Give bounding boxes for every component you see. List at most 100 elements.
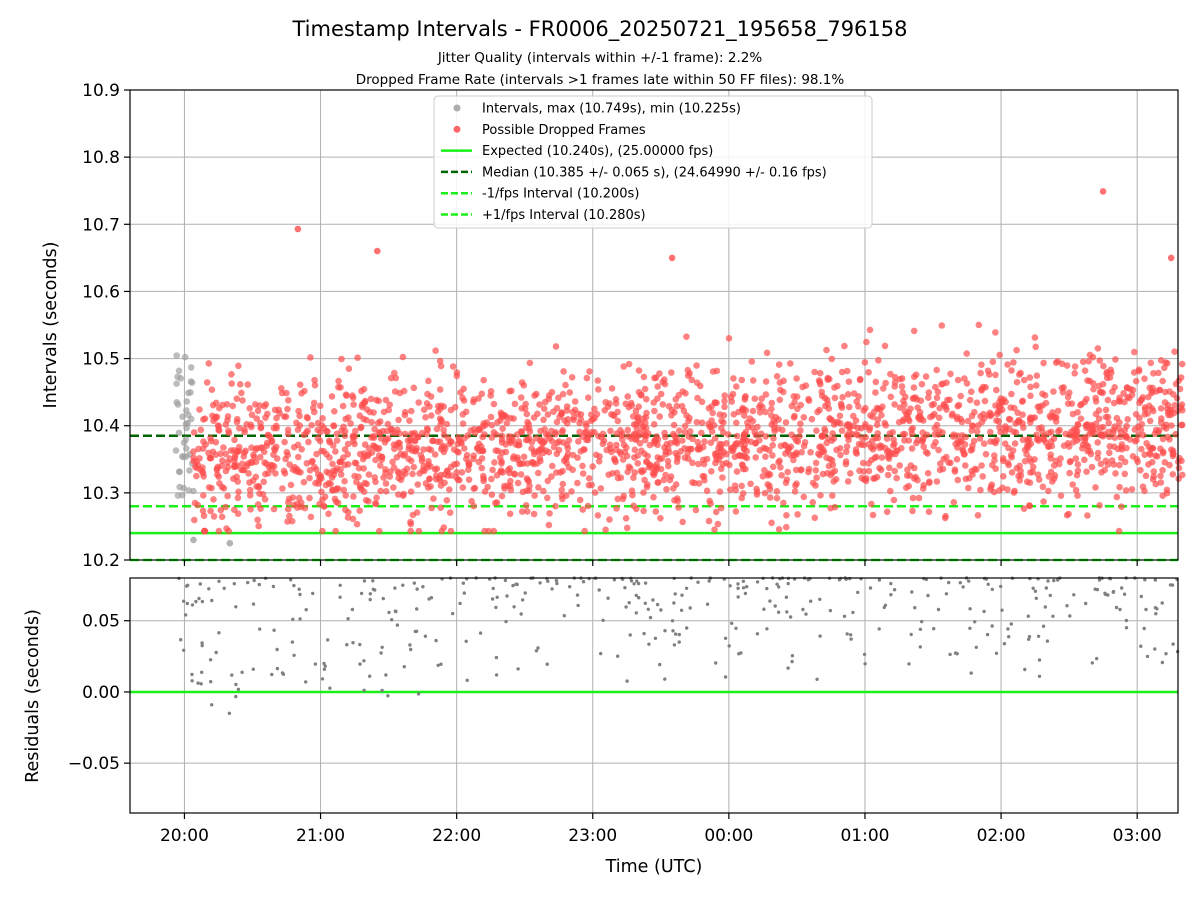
residual-point bbox=[745, 585, 749, 589]
residual-point bbox=[973, 620, 977, 624]
dropped-frame-point bbox=[307, 513, 315, 521]
residual-point bbox=[179, 638, 183, 642]
dropped-frame-point bbox=[526, 482, 533, 490]
dropped-frame-point bbox=[1035, 435, 1042, 443]
dropped-frame-point bbox=[817, 443, 825, 450]
dropped-frame-point bbox=[391, 388, 399, 395]
chart-title: Timestamp Intervals - FR0006_20250721_19… bbox=[291, 17, 907, 42]
dropped-frame-point bbox=[574, 479, 581, 487]
dropped-frame-point bbox=[344, 451, 352, 458]
dropped-frame-point bbox=[624, 393, 631, 400]
dropped-frame-point bbox=[490, 400, 498, 408]
dropped-frame-point bbox=[978, 418, 986, 426]
dropped-frame-point bbox=[1039, 483, 1047, 491]
dropped-frame-point bbox=[766, 494, 774, 501]
residual-point bbox=[555, 581, 559, 586]
dropped-frame-point bbox=[920, 481, 927, 489]
dropped-frame-point bbox=[797, 427, 804, 434]
dropped-frame-point bbox=[468, 497, 475, 505]
dropped-frame-point bbox=[190, 429, 198, 436]
residual-point bbox=[696, 580, 700, 584]
dropped-frame-point bbox=[208, 484, 215, 492]
dropped-frame-point bbox=[256, 490, 263, 497]
dropped-frame-point bbox=[553, 418, 561, 426]
dropped-frame-point bbox=[1150, 370, 1157, 377]
residual-point bbox=[504, 619, 508, 624]
residual-point bbox=[415, 587, 419, 591]
residual-point bbox=[194, 599, 198, 604]
residual-point bbox=[358, 662, 362, 666]
dropped-frame-point bbox=[407, 518, 414, 526]
dropped-frame-point bbox=[1159, 492, 1166, 500]
dropped-frame-point bbox=[225, 429, 233, 437]
dropped-frame-point bbox=[488, 475, 495, 483]
intervals-x-ticks bbox=[183, 560, 1138, 566]
dropped-frame-point bbox=[360, 385, 368, 393]
dropped-frame-point bbox=[775, 526, 783, 533]
dropped-frame-point bbox=[576, 428, 583, 436]
dropped-frame-point bbox=[431, 451, 439, 458]
dropped-frame-point bbox=[1045, 473, 1053, 480]
residual-point bbox=[643, 601, 647, 605]
residual-point bbox=[765, 586, 769, 591]
dropped-frame-point bbox=[268, 438, 275, 446]
dropped-frame-point bbox=[497, 417, 504, 424]
dropped-frame-point bbox=[319, 496, 326, 504]
residual-point bbox=[1084, 601, 1088, 606]
dropped-frame-point bbox=[689, 459, 696, 467]
dropped-frame-point bbox=[937, 460, 944, 468]
dropped-frame-point bbox=[1137, 397, 1144, 404]
dropped-frame-point bbox=[780, 377, 787, 385]
dropped-frame-point bbox=[229, 402, 237, 410]
dropped-frame-point bbox=[985, 412, 992, 419]
dropped-frame-point bbox=[200, 438, 207, 445]
dropped-frame-point bbox=[257, 424, 265, 432]
dropped-frame-point bbox=[1072, 431, 1079, 439]
residual-point bbox=[974, 645, 978, 649]
legend-marker bbox=[453, 104, 461, 112]
dropped-frame-point bbox=[1132, 411, 1140, 418]
dropped-frame-point bbox=[395, 416, 402, 424]
residual-point bbox=[1120, 586, 1124, 590]
dropped-frame-point bbox=[436, 357, 444, 365]
dropped-frame-point bbox=[1077, 401, 1084, 409]
dropped-frame-point bbox=[352, 427, 359, 435]
residual-point bbox=[1036, 634, 1041, 638]
dropped-frame-point bbox=[1110, 399, 1118, 407]
dropped-frame-point bbox=[694, 394, 701, 402]
dropped-frame-point bbox=[273, 422, 280, 430]
dropped-frame-point bbox=[891, 467, 899, 475]
dropped-frame-point bbox=[559, 495, 566, 503]
dropped-frame-point bbox=[1092, 484, 1099, 491]
dropped-frame-point bbox=[446, 486, 453, 493]
dropped-frame-point bbox=[1164, 405, 1171, 413]
dropped-frame-point bbox=[552, 502, 559, 510]
dropped-frame-point bbox=[616, 448, 624, 456]
residual-point bbox=[775, 582, 779, 586]
dropped-frame-point bbox=[749, 417, 757, 425]
dropped-frame-point bbox=[1042, 399, 1050, 407]
dropped-frame-point bbox=[320, 502, 328, 510]
dropped-frame-point bbox=[605, 471, 612, 479]
residual-point bbox=[1153, 647, 1157, 651]
dropped-frame-point bbox=[823, 454, 830, 462]
dropped-frame-point bbox=[1054, 407, 1062, 415]
dropped-frame-point bbox=[644, 452, 651, 460]
dropped-frame-point bbox=[271, 447, 279, 454]
residual-point bbox=[755, 632, 760, 636]
dropped-frame-point bbox=[576, 419, 583, 427]
residual-point bbox=[918, 645, 922, 649]
dropped-frame-point bbox=[475, 395, 482, 402]
residual-point bbox=[762, 607, 766, 611]
dropped-frame-point bbox=[640, 489, 647, 496]
dropped-frame-point bbox=[749, 377, 757, 384]
dropped-frame-point bbox=[338, 355, 345, 363]
dropped-frame-point bbox=[558, 486, 565, 494]
dropped-frame-point bbox=[460, 385, 468, 393]
dropped-frame-point bbox=[827, 471, 835, 479]
residual-point bbox=[401, 583, 405, 587]
dropped-frame-point bbox=[836, 445, 844, 452]
dropped-frame-point bbox=[711, 526, 718, 533]
residual-point bbox=[380, 645, 384, 649]
dropped-frame-point bbox=[1142, 472, 1150, 480]
